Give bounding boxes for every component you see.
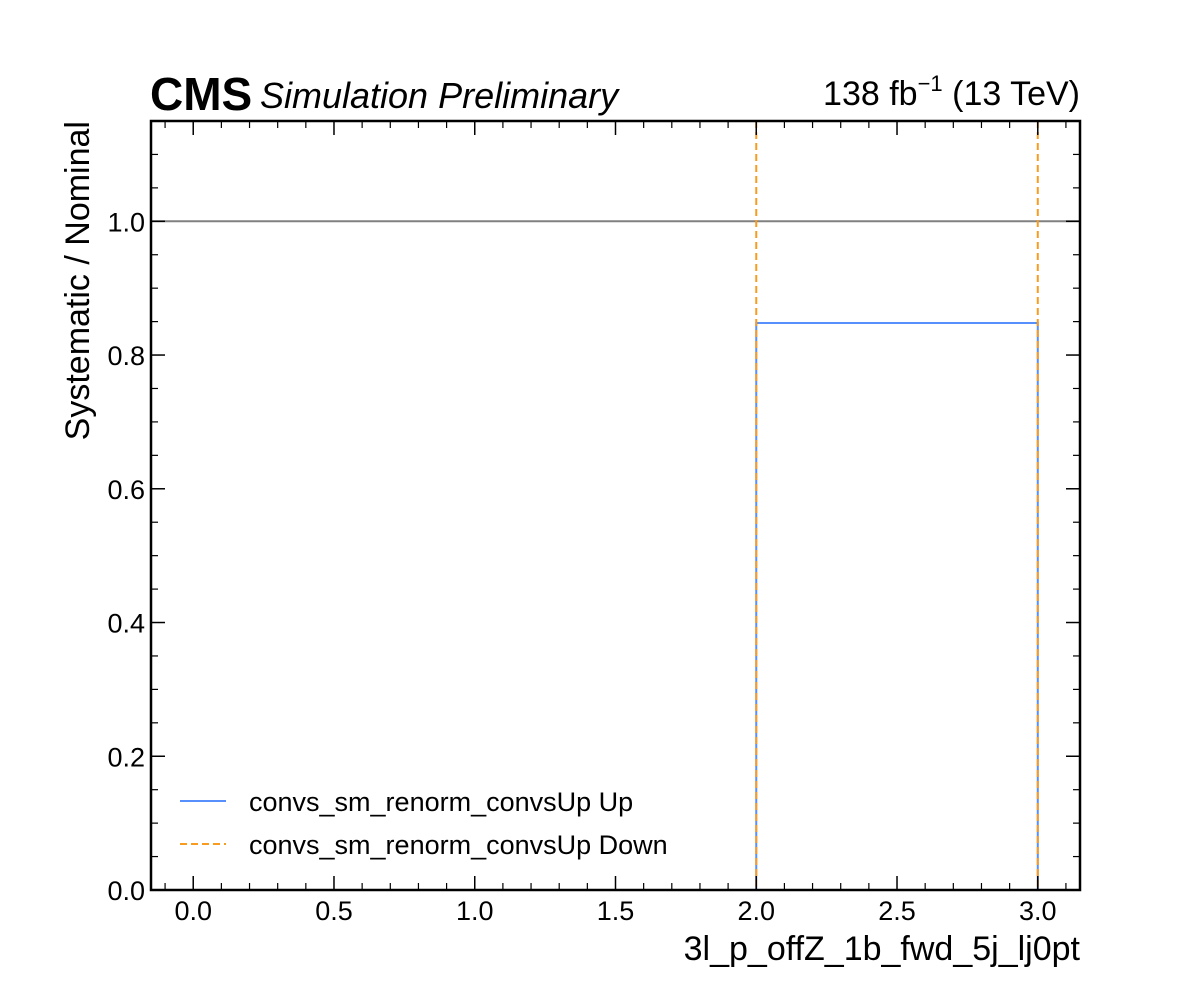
y-axis-title: Systematic / Nominal [59,121,97,440]
legend-label-1: convs_sm_renorm_convsUp Up [249,787,633,817]
plot-frame [149,119,1082,892]
x-axis-title: 3l_p_offZ_1b_fwd_5j_lj0pt [684,930,1081,968]
y-tick-label: 0.0 [107,876,145,906]
x-tick-label: 2.0 [737,896,775,926]
x-tick-label: 0.0 [174,896,212,926]
legend-label-2: convs_sm_renorm_convsUp Down [249,830,668,860]
x-tick-label: 0.5 [315,896,353,926]
y-tick-label: 1.0 [107,207,145,237]
y-tick-label: 0.2 [107,742,145,772]
y-tick-label: 0.6 [107,475,145,505]
simulation-preliminary-label: Simulation Preliminary [260,75,620,116]
y-tick-label: 0.4 [107,609,145,639]
luminosity-value: 138 fb [823,75,918,113]
x-tick-label: 3.0 [1019,896,1057,926]
x-tick-label: 1.0 [456,896,494,926]
y-tick-label: 0.8 [107,341,145,371]
luminosity-exponent: −1 [918,71,943,96]
luminosity-label: 138 fb−1 (13 TeV) [823,71,1080,113]
x-tick-label: 2.5 [878,896,916,926]
luminosity-energy: (13 TeV) [943,75,1080,113]
cms-label: CMS [150,68,252,120]
legend: convs_sm_renorm_convsUp Up convs_sm_renor… [180,787,668,860]
x-tick-label: 1.5 [597,896,635,926]
